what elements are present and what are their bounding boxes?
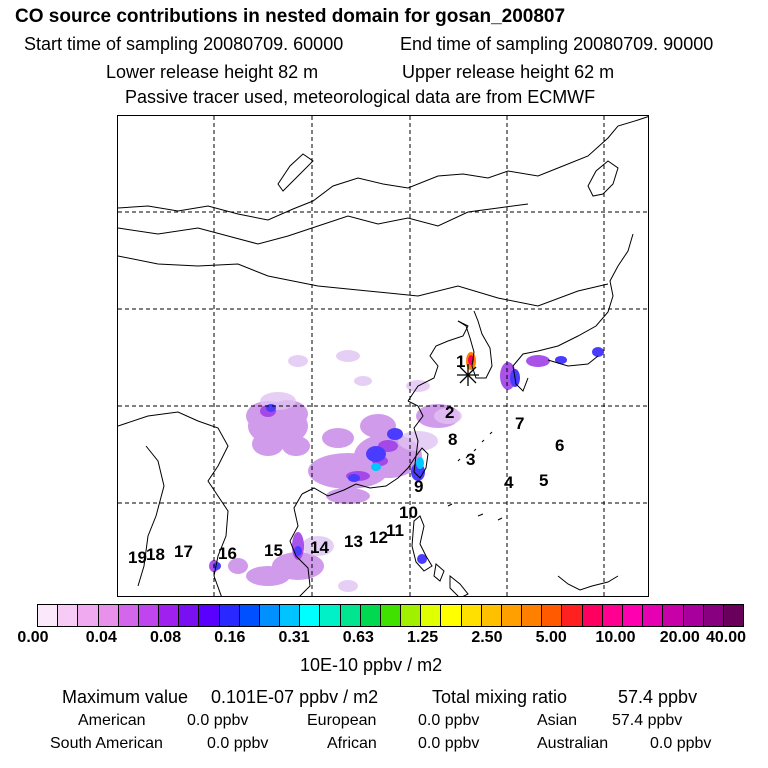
- region-number-13: 13: [344, 532, 363, 551]
- plot-title: CO source contributions in nested domain…: [15, 6, 566, 27]
- european-label: European: [307, 712, 377, 729]
- total-mixing-value: 57.4 ppbv: [618, 687, 698, 707]
- colorbar-segment: [643, 605, 664, 626]
- colorbar-tick-label: 40.00: [705, 629, 747, 646]
- australian-label: Australian: [537, 735, 609, 752]
- colorbar-segment: [239, 605, 260, 626]
- region-number-8: 8: [448, 430, 458, 449]
- map-panel: [117, 115, 649, 597]
- colorbar-tick-label: 0.16: [214, 629, 246, 646]
- colorbar-tick-label: 5.00: [535, 629, 567, 646]
- african-value: 0.0 ppbv: [418, 735, 480, 752]
- colorbar-segment: [663, 605, 684, 626]
- colorbar-segment: [38, 605, 59, 626]
- colorbar-segment: [320, 605, 341, 626]
- colorbar-segment: [401, 605, 422, 626]
- colorbar-tick-label: 10.00: [595, 629, 636, 646]
- south-american-label: South American: [50, 735, 163, 752]
- region-number-2: 2: [445, 403, 455, 422]
- region-number-16: 16: [218, 544, 237, 563]
- coastlines: [118, 116, 648, 596]
- colorbar-tick-label: 20.00: [659, 629, 700, 646]
- region-number-5: 5: [539, 471, 549, 490]
- colorbar-segment: [179, 605, 200, 626]
- colorbar-segment: [461, 605, 482, 626]
- colorbar-segment: [159, 605, 180, 626]
- colorbar-tick-label: 1.25: [407, 629, 439, 646]
- colorbar-tick-label: 2.50: [471, 629, 503, 646]
- colorbar-tick-label: 0.08: [149, 629, 182, 646]
- colorbar-segment: [380, 605, 402, 626]
- map-canvas: [118, 116, 648, 596]
- total-mixing-label: Total mixing ratio: [432, 687, 568, 707]
- region-number-18: 18: [146, 545, 165, 564]
- region-number-3: 3: [466, 450, 476, 469]
- colorbar-unit: 10E-10 ppbv / m2: [300, 655, 443, 675]
- tracer-note: Passive tracer used, meteorological data…: [125, 87, 596, 107]
- colorbar-tick-label: 0.31: [278, 629, 310, 646]
- colorbar-segment: [421, 605, 442, 626]
- colorbar-segment: [501, 605, 523, 626]
- colorbar-segment: [219, 605, 240, 626]
- colorbar-segment: [280, 605, 301, 626]
- region-number-17: 17: [174, 542, 193, 561]
- region-number-11: 11: [386, 521, 404, 540]
- upper-release-height: Upper release height 62 m: [402, 62, 615, 82]
- region-number-1: 1: [456, 352, 466, 371]
- region-number-14: 14: [310, 538, 329, 557]
- colorbar-tick-label: 0.63: [342, 629, 374, 646]
- colorbar-segment: [481, 605, 502, 626]
- colorbar-segment: [602, 605, 623, 626]
- end-time: End time of sampling 20080709. 90000: [400, 34, 714, 54]
- colorbar-segment: [300, 605, 321, 626]
- australian-value: 0.0 ppbv: [650, 735, 712, 752]
- south-american-value: 0.0 ppbv: [207, 735, 269, 752]
- region-number-19: 19: [128, 548, 147, 567]
- colorbar-segment: [683, 605, 704, 626]
- colorbar-segment: [360, 605, 381, 626]
- asian-value: 57.4 ppbv: [612, 712, 683, 729]
- region-number-4: 4: [504, 473, 514, 492]
- asian-label: Asian: [537, 712, 578, 729]
- colorbar-segment: [622, 605, 644, 626]
- colorbar-tick-label: 0.00: [17, 629, 49, 646]
- colorbar-segment: [138, 605, 160, 626]
- american-label: American: [78, 712, 146, 729]
- colorbar-segment: [78, 605, 99, 626]
- colorbar-segment: [259, 605, 281, 626]
- colorbar-segment: [98, 605, 119, 626]
- region-number-7: 7: [515, 414, 525, 433]
- colorbar-segment: [118, 605, 139, 626]
- region-number-9: 9: [414, 477, 424, 496]
- colorbar-segment: [58, 605, 79, 626]
- colorbar-segment: [522, 605, 543, 626]
- colorbar-tick-label: 0.04: [85, 629, 117, 646]
- max-value: 0.101E-07 ppbv / m2: [211, 687, 379, 707]
- colorbar-segment: [703, 605, 724, 626]
- max-value-label: Maximum value: [62, 687, 189, 707]
- region-number-6: 6: [555, 436, 565, 455]
- colorbar-segment: [723, 605, 744, 626]
- region-number-12: 12: [369, 528, 388, 547]
- european-value: 0.0 ppbv: [418, 712, 480, 729]
- start-time: Start time of sampling 20080709. 60000: [24, 34, 344, 54]
- region-number-10: 10: [399, 503, 418, 522]
- colorbar-segment: [340, 605, 361, 626]
- region-number-15: 15: [264, 541, 283, 560]
- african-label: African: [327, 735, 377, 752]
- lower-release-height: Lower release height 82 m: [106, 62, 319, 82]
- receptor-star-icon: [457, 364, 479, 386]
- colorbar-segment: [582, 605, 603, 626]
- colorbar-segment: [441, 605, 462, 626]
- colorbar-segment: [199, 605, 220, 626]
- colorbar-segment: [542, 605, 563, 626]
- graticule: [118, 116, 648, 596]
- colorbar: [37, 604, 744, 627]
- american-value: 0.0 ppbv: [187, 712, 249, 729]
- colorbar-segment: [562, 605, 583, 626]
